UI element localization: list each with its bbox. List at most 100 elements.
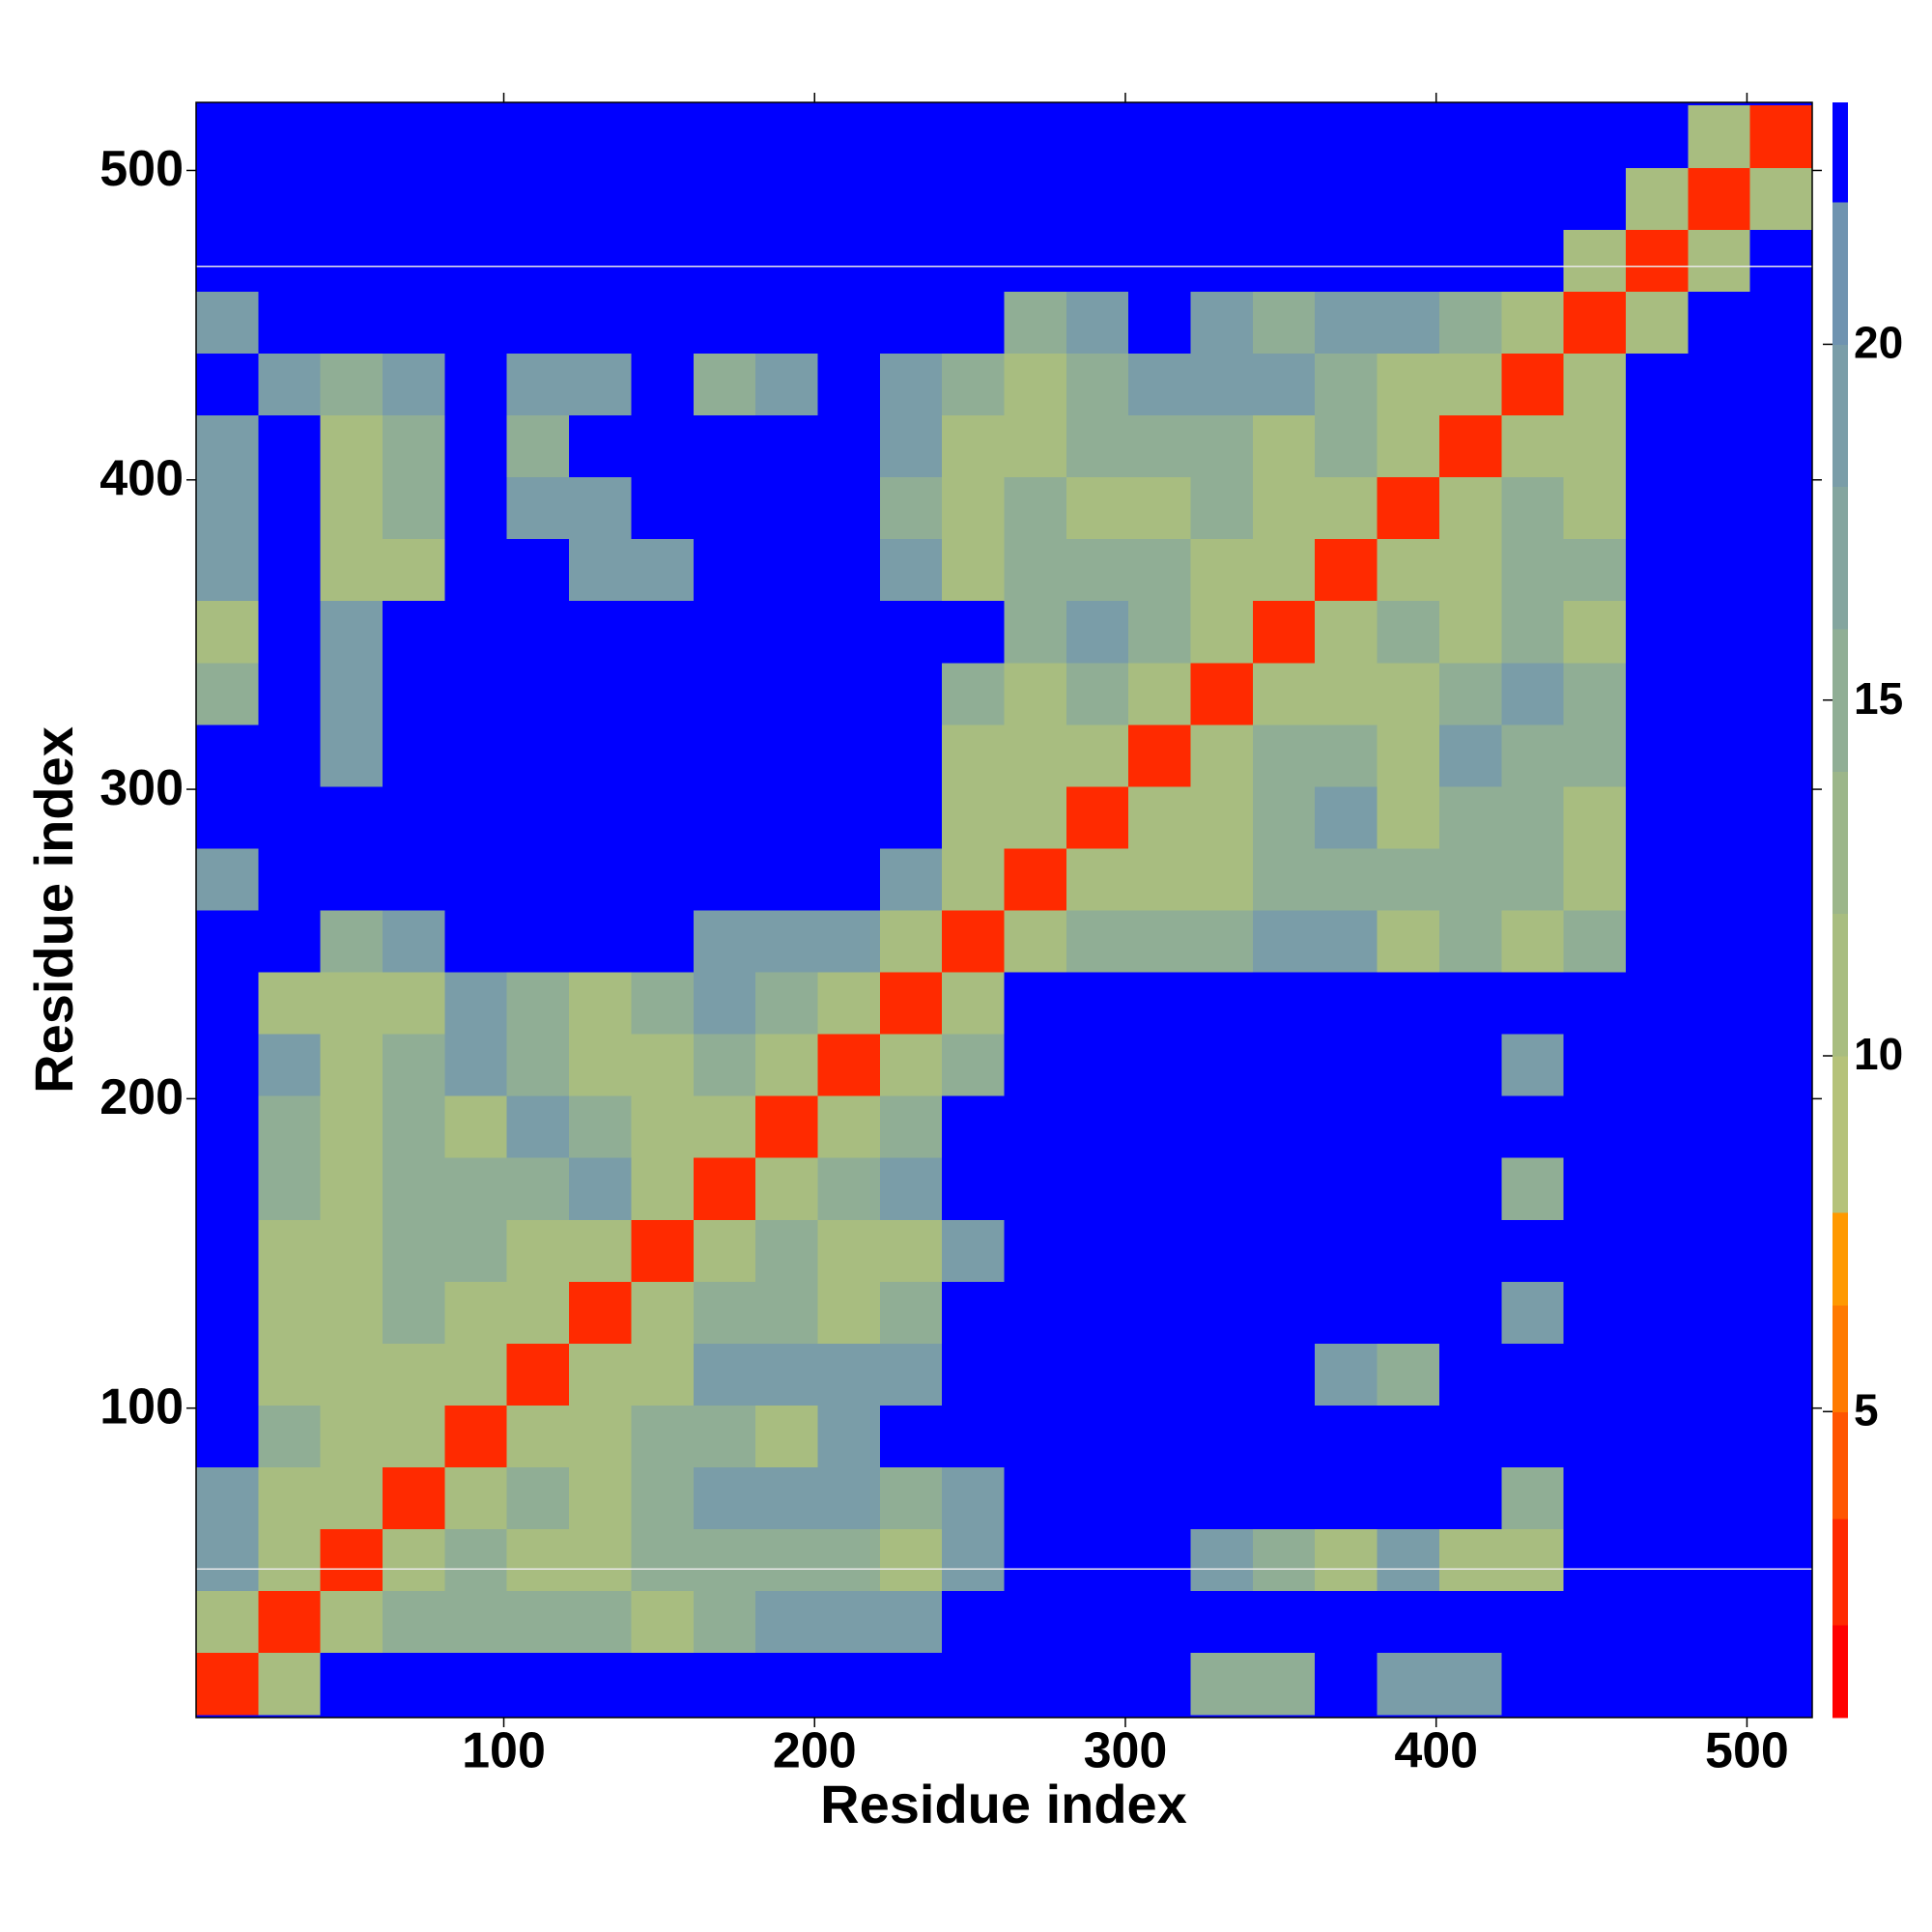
heatmap-cell xyxy=(196,229,259,292)
heatmap-cell xyxy=(196,972,259,1035)
heatmap-cell xyxy=(1190,1157,1254,1220)
heatmap-cell xyxy=(444,785,508,849)
heatmap-cell xyxy=(1688,1405,1751,1468)
heatmap-cell xyxy=(383,291,445,354)
heatmap-cell xyxy=(693,847,756,911)
heatmap-cell xyxy=(320,353,384,416)
heatmap-cell xyxy=(942,1281,1005,1344)
heatmap-cell xyxy=(631,1528,695,1592)
heatmap-cell xyxy=(1004,1219,1067,1282)
heatmap-cell xyxy=(258,538,322,602)
heatmap-cell xyxy=(1252,1528,1316,1592)
heatmap-cell xyxy=(1065,1405,1129,1468)
heatmap-cell xyxy=(569,600,632,664)
heatmap-cell xyxy=(1625,1405,1689,1468)
heatmap-cell xyxy=(942,1219,1005,1282)
heatmap-cell xyxy=(1004,1095,1067,1158)
heatmap-cell xyxy=(506,1219,570,1282)
heatmap-cell xyxy=(1004,724,1067,787)
heatmap-cell xyxy=(1377,1034,1440,1096)
heatmap-cell xyxy=(1625,1528,1689,1592)
heatmap-cell xyxy=(755,785,818,849)
heatmap-cell xyxy=(1315,785,1378,849)
heatmap-cell xyxy=(1438,538,1502,602)
heatmap-cell xyxy=(196,1219,259,1282)
heatmap-cell xyxy=(1438,910,1502,973)
heatmap-cell xyxy=(1501,291,1565,354)
heatmap-cell xyxy=(444,1652,508,1716)
heatmap-cell xyxy=(1688,538,1751,602)
heatmap-cell xyxy=(1563,1590,1627,1654)
heatmap-cell xyxy=(506,1034,570,1096)
heatmap-cell xyxy=(879,724,943,787)
heatmap-cell xyxy=(1315,1590,1378,1654)
heatmap-cell xyxy=(1315,847,1378,911)
heatmap-cell xyxy=(258,414,322,478)
heatmap-cell xyxy=(817,167,881,230)
heatmap-cell xyxy=(444,972,508,1035)
heatmap-cell xyxy=(1438,1652,1502,1716)
heatmap-cell xyxy=(942,414,1005,478)
heatmap-cell xyxy=(879,476,943,540)
heatmap-cell xyxy=(1065,600,1129,664)
heatmap-cell xyxy=(1128,414,1192,478)
heatmap-cell xyxy=(1315,1219,1378,1282)
heatmap-cell xyxy=(1688,105,1751,168)
heatmap-cell xyxy=(196,847,259,911)
heatmap-cell xyxy=(1688,972,1751,1035)
heatmap-cell xyxy=(383,972,445,1035)
heatmap-cell xyxy=(631,1219,695,1282)
heatmap-cell xyxy=(1315,105,1378,168)
heatmap-cell xyxy=(569,1466,632,1530)
heatmap-cell xyxy=(196,538,259,602)
heatmap-cell xyxy=(693,229,756,292)
heatmap-cell xyxy=(1315,1281,1378,1344)
heatmap-cell xyxy=(1252,1281,1316,1344)
heatmap-cell xyxy=(1190,1466,1254,1530)
heatmap-cell xyxy=(1688,476,1751,540)
heatmap-cell xyxy=(1065,229,1129,292)
heatmap-cell xyxy=(755,972,818,1035)
heatmap-cell xyxy=(1065,1590,1129,1654)
heatmap-cell xyxy=(320,910,384,973)
heatmap-cell xyxy=(1438,1466,1502,1530)
heatmap-cell xyxy=(1688,167,1751,230)
heatmap-cell xyxy=(569,972,632,1035)
heatmap-cell xyxy=(1377,291,1440,354)
heatmap-cell xyxy=(1438,353,1502,416)
heatmap-cell xyxy=(1501,1343,1565,1406)
heatmap-cell xyxy=(631,105,695,168)
heatmap-cell xyxy=(1688,1034,1751,1096)
colorbar-tick-label: 5 xyxy=(1854,1384,1879,1435)
heatmap-cell xyxy=(1749,1343,1813,1406)
heatmap-cell xyxy=(1128,1034,1192,1096)
heatmap-cell xyxy=(1315,1034,1378,1096)
heatmap-cell xyxy=(1065,1528,1129,1592)
heatmap-cell xyxy=(1625,353,1689,416)
heatmap-cell xyxy=(1625,538,1689,602)
heatmap-cell xyxy=(1128,538,1192,602)
heatmap-cell xyxy=(631,291,695,354)
heatmap-cell xyxy=(1438,1034,1502,1096)
heatmap-cell xyxy=(258,105,322,168)
heatmap-cell xyxy=(1065,538,1129,602)
heatmap-cell xyxy=(506,1466,570,1530)
heatmap-cell xyxy=(1004,538,1067,602)
heatmap-cell xyxy=(1004,476,1067,540)
heatmap-cell xyxy=(631,414,695,478)
heatmap-cell xyxy=(383,538,445,602)
heatmap-cell xyxy=(320,1466,384,1530)
y-tick-label: 300 xyxy=(99,760,184,816)
heatmap-cell xyxy=(1377,105,1440,168)
heatmap-cell xyxy=(1377,1405,1440,1468)
heatmap-cell xyxy=(879,910,943,973)
heatmap-cell xyxy=(1563,785,1627,849)
heatmap-cell xyxy=(1749,1157,1813,1220)
colorbar-segment xyxy=(1833,1055,1848,1213)
heatmap-cell xyxy=(444,167,508,230)
heatmap-cell xyxy=(569,1219,632,1282)
heatmap-cell xyxy=(1252,414,1316,478)
heatmap-cell xyxy=(383,1034,445,1096)
heatmap-cell xyxy=(1438,1528,1502,1592)
heatmap-cell xyxy=(1004,1281,1067,1344)
